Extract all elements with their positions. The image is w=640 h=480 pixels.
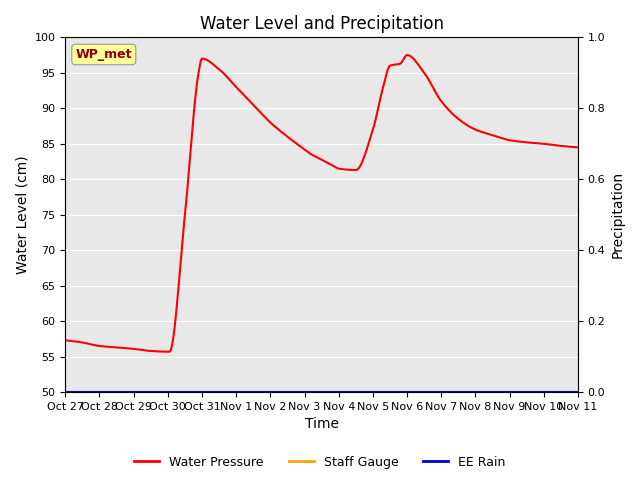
Legend: Water Pressure, Staff Gauge, EE Rain: Water Pressure, Staff Gauge, EE Rain <box>129 451 511 474</box>
X-axis label: Time: Time <box>305 418 339 432</box>
Title: Water Level and Precipitation: Water Level and Precipitation <box>200 15 444 33</box>
Y-axis label: Water Level (cm): Water Level (cm) <box>15 156 29 274</box>
Text: WP_met: WP_met <box>76 48 132 61</box>
Y-axis label: Precipitation: Precipitation <box>611 171 625 258</box>
